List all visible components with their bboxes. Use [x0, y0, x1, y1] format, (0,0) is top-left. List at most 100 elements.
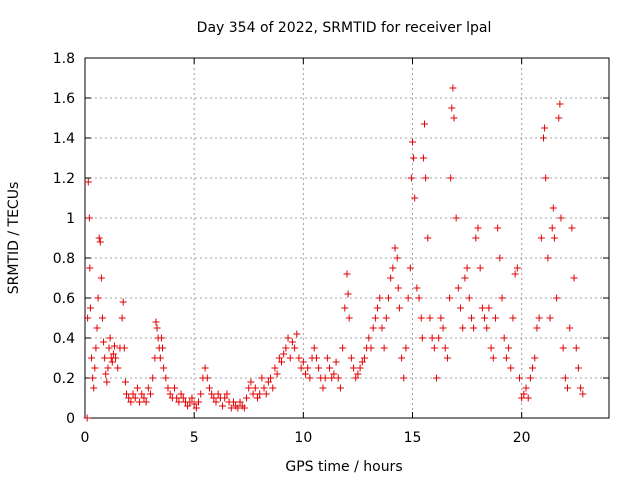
- data-point: [367, 344, 375, 352]
- data-point: [407, 174, 415, 182]
- data-point: [511, 270, 519, 278]
- data-point: [465, 294, 473, 302]
- data-point: [208, 390, 216, 398]
- data-point: [201, 364, 209, 372]
- data-point: [136, 398, 144, 406]
- data-point: [140, 394, 148, 402]
- data-point: [502, 354, 510, 362]
- data-point: [184, 402, 192, 410]
- data-point: [152, 318, 160, 326]
- data-point: [103, 378, 111, 386]
- data-point: [188, 394, 196, 402]
- data-point: [555, 114, 563, 122]
- data-point: [433, 374, 441, 382]
- data-point: [104, 364, 112, 372]
- x-tick-label: 5: [190, 430, 199, 446]
- data-point: [302, 370, 310, 378]
- data-point: [369, 324, 377, 332]
- data-point: [371, 314, 379, 322]
- data-point: [310, 344, 318, 352]
- data-point: [515, 374, 523, 382]
- data-point: [144, 384, 152, 392]
- data-point: [461, 274, 469, 282]
- data-point: [269, 384, 277, 392]
- data-point: [212, 398, 220, 406]
- data-point: [275, 354, 283, 362]
- data-point: [378, 324, 386, 332]
- data-point: [483, 324, 491, 332]
- data-point: [411, 194, 419, 202]
- data-point: [159, 344, 167, 352]
- data-point: [156, 354, 164, 362]
- data-point: [120, 344, 128, 352]
- data-point: [91, 364, 99, 372]
- data-point: [406, 264, 414, 272]
- data-point: [147, 390, 154, 398]
- data-point: [328, 374, 336, 382]
- data-point: [205, 384, 213, 392]
- data-point: [354, 370, 362, 378]
- data-point: [568, 224, 576, 232]
- data-point: [179, 394, 187, 402]
- data-point: [426, 314, 434, 322]
- data-point: [476, 264, 484, 272]
- data-point: [109, 350, 117, 358]
- data-point: [450, 114, 458, 122]
- data-point: [326, 364, 334, 372]
- data-point: [549, 204, 557, 212]
- data-point: [448, 104, 456, 112]
- data-point: [177, 390, 185, 398]
- data-point: [544, 254, 552, 262]
- data-point: [288, 338, 296, 346]
- data-point: [166, 390, 174, 398]
- data-point: [394, 284, 402, 292]
- data-point: [100, 338, 108, 346]
- data-point: [245, 384, 253, 392]
- data-point: [550, 234, 558, 242]
- data-point: [526, 374, 534, 382]
- data-point: [219, 402, 227, 410]
- data-point: [376, 294, 384, 302]
- data-point: [564, 384, 572, 392]
- data-point: [474, 224, 482, 232]
- data-point: [398, 354, 406, 362]
- data-point: [389, 264, 397, 272]
- data-point: [507, 364, 515, 372]
- data-point: [531, 354, 539, 362]
- data-point: [214, 390, 222, 398]
- data-point: [535, 314, 543, 322]
- data-point: [286, 354, 294, 362]
- data-point: [160, 364, 168, 372]
- data-point: [122, 390, 130, 398]
- data-point: [428, 334, 436, 342]
- y-tick-label: 1.6: [53, 91, 75, 107]
- data-point: [518, 394, 526, 402]
- data-point: [251, 384, 259, 392]
- data-point: [443, 354, 451, 362]
- y-tick-label: 0: [66, 411, 75, 427]
- data-point: [541, 124, 549, 132]
- data-point: [162, 374, 170, 382]
- data-point: [409, 138, 416, 146]
- data-point: [498, 294, 506, 302]
- data-point: [402, 344, 410, 352]
- data-point: [192, 404, 200, 412]
- data-point: [321, 374, 329, 382]
- data-point: [470, 324, 478, 332]
- data-point: [133, 384, 141, 392]
- data-point: [387, 274, 395, 282]
- data-point: [459, 324, 467, 332]
- data-point: [84, 314, 92, 322]
- data-point: [106, 334, 114, 342]
- data-point: [421, 120, 429, 128]
- data-point: [102, 370, 110, 378]
- data-point: [400, 374, 408, 382]
- data-point: [393, 254, 401, 262]
- data-point: [336, 384, 344, 392]
- data-point: [112, 354, 120, 362]
- data-point: [341, 304, 349, 312]
- data-point: [352, 374, 360, 382]
- data-point: [291, 344, 299, 352]
- data-point: [92, 344, 100, 352]
- data-point: [496, 254, 504, 262]
